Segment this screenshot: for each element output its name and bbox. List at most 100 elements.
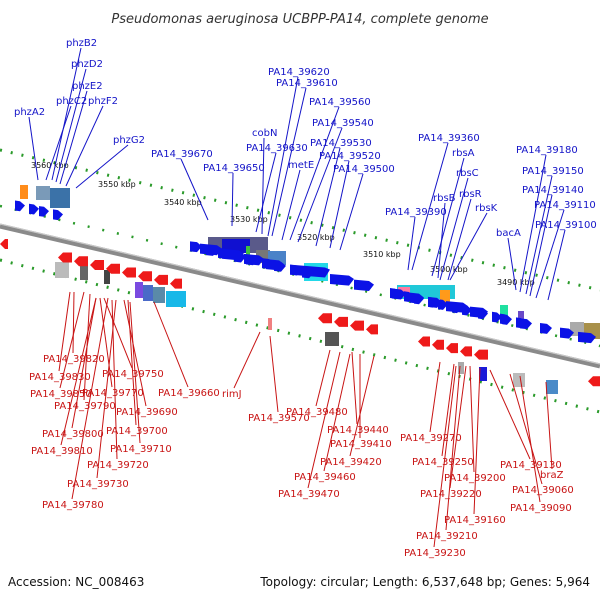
gene-label: PA14_39670 [151,149,213,160]
reverse-gene-arrow [418,336,430,347]
forward-gene-arrow [410,292,424,304]
forward-gene-arrow [428,296,442,308]
feature-block [36,186,50,200]
gene-leader-line [297,127,343,243]
gene-leader-line [329,160,350,249]
gene-label: PA14_39180 [516,145,578,156]
gene-label: phzF2 [88,96,118,107]
gene-label: PA14_39710 [110,444,172,455]
gene-leader-line [59,291,85,389]
reverse-gene-arrow [474,349,488,360]
gene-leader-line [441,363,455,457]
tick-label-3550: 3550 kbp [98,180,136,189]
accession-text: Accession: NC_008463 [8,575,144,589]
gene-leader-line [153,301,189,388]
gene-label: PA14_39480 [286,407,348,418]
forward-gene-arrow [500,313,510,325]
feature-block [166,291,186,307]
gene-label: PA14_39360 [418,133,480,144]
gene-label: PA14_39820 [43,354,105,365]
reverse-gene-arrow [318,313,332,324]
gene-leader-line [445,365,461,531]
reverse-gene-arrow [334,316,348,327]
reverse-gene-arrow [138,271,152,282]
gene-leader-line [315,349,331,407]
gene-leader-line [58,291,71,372]
gene-leader-line [407,216,416,271]
gene-label: PA14_39570 [248,413,310,424]
gene-label: PA14_39150 [522,166,584,177]
gene-leader-line [307,351,341,489]
gene-label: PA14_39200 [444,473,506,484]
forward-gene-arrow [190,241,202,253]
gene-label: PA14_39090 [510,503,572,514]
gene-label: PA14_39440 [327,425,389,436]
forward-gene-arrow [560,327,574,339]
reverse-gene-arrow [460,346,472,357]
forward-gene-arrow [354,279,374,291]
gene-label: phzB2 [66,38,97,49]
gene-leader-line [269,335,279,413]
gene-leader-line [519,375,541,503]
feature-block [153,287,165,303]
top-feature-blocks [20,185,600,339]
gene-label: PA14_39810 [31,446,93,457]
tick-label-3490: 3490 kbp [497,278,535,287]
gene-label: rbsB [433,193,456,204]
reverse-gene-arrow [154,274,168,285]
tick-label-3500: 3500 kbp [430,265,468,274]
feature-block [479,367,487,381]
gene-leader-line [411,142,449,271]
gene-label: phzE2 [72,81,103,92]
gene-label: PA14_39110 [534,200,596,211]
reverse-gene-arrow [106,263,120,274]
feature-block [50,188,70,208]
gene-leader-line [449,212,488,281]
gene-leader-line [129,301,141,444]
gene-label: phzD2 [71,59,103,70]
gene-label: PA14_39470 [278,489,340,500]
gene-leader-line [55,68,87,183]
genome-backbone [0,223,600,369]
forward-gene-arrow [520,318,532,330]
upper-tick-track [0,148,600,292]
gene-label: PA14_39690 [116,407,178,418]
forward-gene-arrow [53,209,63,221]
gene-label: PA14_39420 [320,457,382,468]
gene-label: PA14_39250 [412,457,474,468]
feature-block [20,185,28,199]
gene-label: PA14_39410 [330,439,392,450]
gene-label: PA14_39830 [29,372,91,383]
forward-gene-arrow [404,291,414,302]
gene-leader-line [509,373,543,485]
gene-leader-line [59,90,88,185]
gene-label: PA14_39270 [400,433,462,444]
reverse-gene-arrow [74,256,88,267]
gene-leader-line [349,355,375,457]
gene-leader-line [271,87,307,237]
gene-leader-line [72,291,75,354]
forward-gene-arrow [222,248,244,261]
reverse-gene-arrow [58,252,72,263]
gene-leader-line [315,147,341,247]
gene-leader-line [323,353,351,472]
gene-leader-line [103,297,133,369]
gene-label: PA14_39650 [203,163,265,174]
gene-label: PA14_39130 [500,460,562,471]
gene-label: PA14_39390 [385,207,447,218]
reverse-gene-arrows [0,239,600,387]
gene-label: rimJ [222,389,242,400]
gene-leader-line [60,297,97,446]
feature-block [518,311,524,325]
forward-gene-arrow [200,243,222,256]
gene-label: PA14_39230 [404,548,466,559]
forward-gene-arrow [446,301,468,313]
reverse-gene-arrow [446,343,458,354]
gene-leader-line [507,237,517,291]
gene-label: PA14_39530 [310,138,372,149]
tick-label-3510: 3510 kbp [363,250,401,259]
reverse-gene-arrow [366,324,378,335]
gene-leader-line [525,175,553,295]
gene-leader-line [437,202,446,279]
forward-gene-arrow [266,259,284,271]
